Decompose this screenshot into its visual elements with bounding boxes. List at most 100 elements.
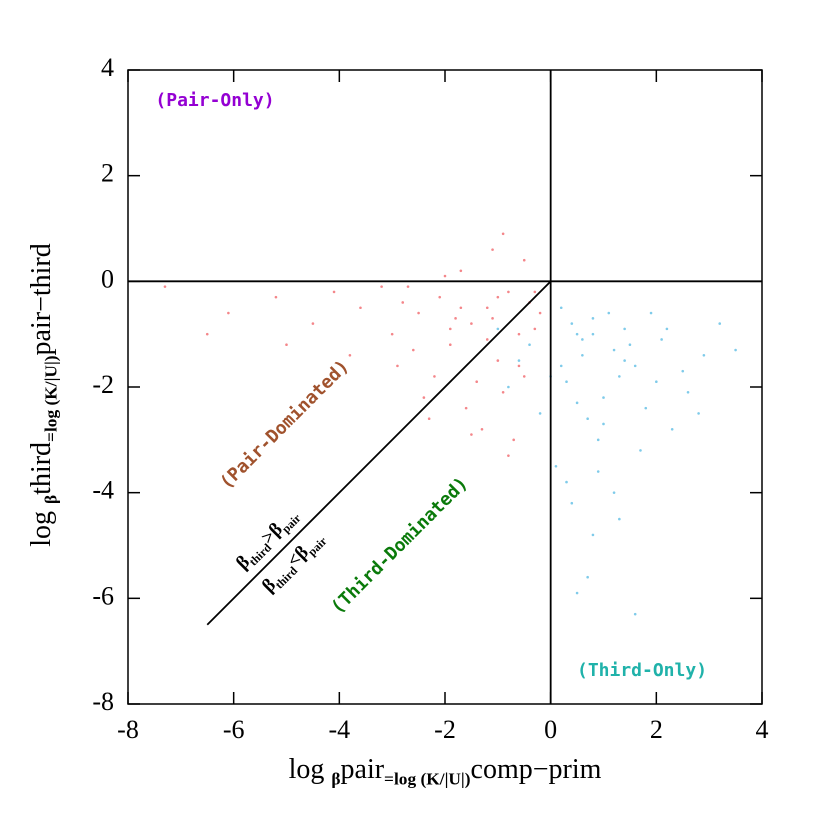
point: [464, 406, 468, 410]
point: [591, 332, 595, 336]
region-label: (Third-Dominated): [327, 473, 472, 618]
point: [623, 359, 626, 362]
point: [559, 364, 563, 368]
point: [517, 332, 521, 336]
point: [470, 322, 473, 325]
point: [401, 301, 405, 304]
point: [496, 327, 500, 331]
text-part: log: [26, 504, 57, 547]
point: [359, 306, 362, 310]
point: [501, 390, 505, 394]
point: [406, 285, 410, 288]
text-part: pair−third: [26, 243, 57, 355]
point: [655, 380, 658, 384]
region-label: (Pair-Only): [155, 90, 274, 111]
point: [633, 364, 637, 368]
subscript: β: [331, 769, 340, 788]
point: [649, 311, 653, 315]
point: [602, 422, 605, 426]
point: [607, 311, 611, 315]
y-axis-label: log βthird=log (K/|U|)pair−third: [26, 243, 60, 547]
point: [697, 412, 700, 415]
point: [665, 327, 669, 331]
point: [507, 385, 510, 389]
point: [570, 501, 574, 505]
point: [448, 343, 452, 347]
region-label: (Pair-Dominated): [216, 356, 353, 493]
point: [559, 306, 563, 310]
subscript: β: [41, 495, 60, 504]
point: [517, 364, 521, 368]
point: [485, 338, 489, 341]
point: [718, 322, 722, 325]
point: [570, 322, 574, 325]
point: [670, 427, 674, 431]
point: [443, 274, 447, 278]
point: [396, 364, 399, 368]
x-tick-label: 0: [544, 715, 557, 744]
point: [528, 343, 531, 347]
point: [390, 332, 394, 336]
point: [417, 311, 420, 315]
point: [554, 464, 558, 468]
point: [644, 406, 648, 410]
y-tick-label: -4: [92, 476, 114, 505]
y-tick-label: 4: [101, 53, 114, 82]
point: [427, 417, 431, 421]
region-label: (Third-Only): [577, 660, 707, 681]
point: [596, 438, 600, 442]
point: [586, 575, 589, 579]
y-tick-label: -8: [92, 687, 114, 716]
point: [702, 354, 706, 357]
point: [507, 454, 510, 457]
point: [538, 412, 542, 415]
point: [438, 295, 442, 299]
point: [475, 380, 479, 384]
point: [565, 380, 568, 384]
point: [433, 375, 436, 378]
point: [501, 232, 505, 236]
text-part: third: [26, 442, 57, 495]
point: [575, 332, 579, 336]
y-tick-label: 2: [101, 159, 114, 188]
point: [522, 258, 526, 262]
subscript: =log (K/|U|): [41, 355, 60, 442]
y-tick-label: -6: [92, 581, 114, 610]
point: [533, 327, 537, 331]
point: [522, 375, 526, 378]
point: [454, 317, 457, 320]
point: [496, 295, 500, 299]
x-tick-label: -2: [434, 715, 456, 744]
point: [628, 343, 632, 347]
point: [602, 396, 605, 399]
point: [681, 369, 685, 373]
x-axis-label: log βpair=log (K/|U|)comp−prim: [289, 754, 602, 788]
y-tick-label: 0: [101, 264, 114, 293]
x-tick-label: -4: [328, 715, 350, 744]
x-tick-label: -8: [117, 715, 139, 744]
point: [591, 533, 595, 537]
point: [686, 390, 690, 394]
point: [311, 322, 315, 325]
point: [507, 290, 510, 294]
subscript: =log (K/|U|): [384, 769, 471, 788]
point: [660, 338, 663, 341]
text-part: log: [289, 754, 332, 785]
point: [639, 449, 642, 452]
point: [480, 427, 484, 431]
point: [612, 348, 616, 352]
point: [348, 354, 352, 357]
point: [533, 290, 537, 294]
point: [485, 306, 489, 310]
x-tick-label: 4: [756, 715, 769, 744]
point: [491, 248, 494, 251]
point: [512, 438, 515, 442]
point: [591, 317, 595, 320]
point: [581, 354, 584, 357]
x-tick-label: -6: [223, 715, 245, 744]
text-part: pair: [341, 754, 385, 785]
point: [575, 401, 579, 405]
point: [734, 348, 737, 352]
point: [618, 375, 621, 378]
